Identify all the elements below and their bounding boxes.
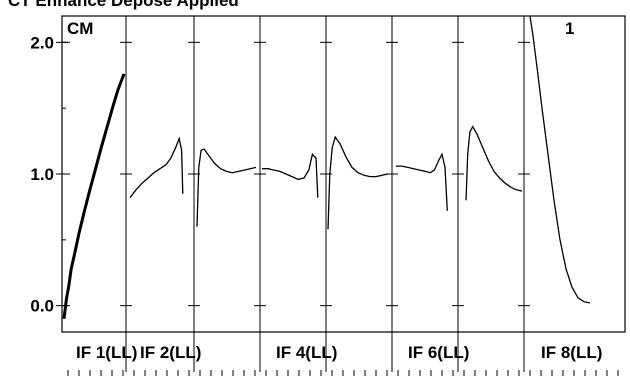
panel-dividers [125,16,525,372]
series-line-3 [196,148,257,227]
panel-labels: IF 1(LL) IF 2(LL) IF 4(LL) IF 6(LL) IF 8(LL) [76,343,602,362]
series-line-6 [396,152,448,211]
series-line-7 [465,125,523,201]
y-tick-label-2.0: 2.0 [30,33,54,52]
series-lines [62,15,591,319]
y-tick-label-1.0: 1.0 [30,165,54,184]
panel-label-4: IF 6(LL) [408,343,469,362]
panel-label-5: IF 8(LL) [541,343,602,362]
series-line-2 [129,136,184,199]
y-tick-label-0.0: 0.0 [30,297,54,316]
corner-label-right: 1 [565,19,574,38]
corner-label-left: CM [67,19,93,38]
series-line-8 [529,15,591,304]
tick-marks [56,41,619,376]
series-line-4 [262,152,319,198]
series-line-5 [327,135,389,230]
y-tick-labels: 0.0 1.0 2.0 [30,33,54,315]
chart-caption: CT Enhance Depose Applied [8,0,239,10]
panel-label-2: IF 2(LL) [140,343,201,362]
panel-label-3: IF 4(LL) [276,343,337,362]
series-line-1 [62,73,126,319]
panel-label-1: IF 1(LL) [76,343,137,362]
plot-frame [61,15,626,333]
